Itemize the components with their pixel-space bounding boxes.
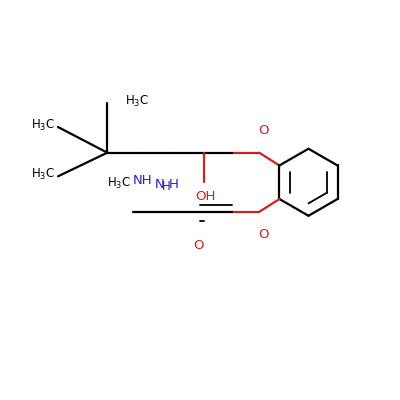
- Text: OH: OH: [196, 190, 216, 203]
- Text: H$_3$C: H$_3$C: [31, 118, 55, 133]
- Text: H$_3$C: H$_3$C: [31, 167, 55, 182]
- Text: N: N: [155, 178, 164, 191]
- Text: H$_3$C: H$_3$C: [107, 176, 131, 191]
- Text: O: O: [259, 124, 269, 137]
- Text: H$_3$C: H$_3$C: [125, 94, 149, 109]
- Text: O: O: [259, 228, 269, 241]
- Text: H: H: [168, 178, 178, 191]
- Text: O: O: [193, 240, 203, 252]
- Text: H: H: [162, 180, 171, 193]
- Text: NH: NH: [133, 174, 153, 187]
